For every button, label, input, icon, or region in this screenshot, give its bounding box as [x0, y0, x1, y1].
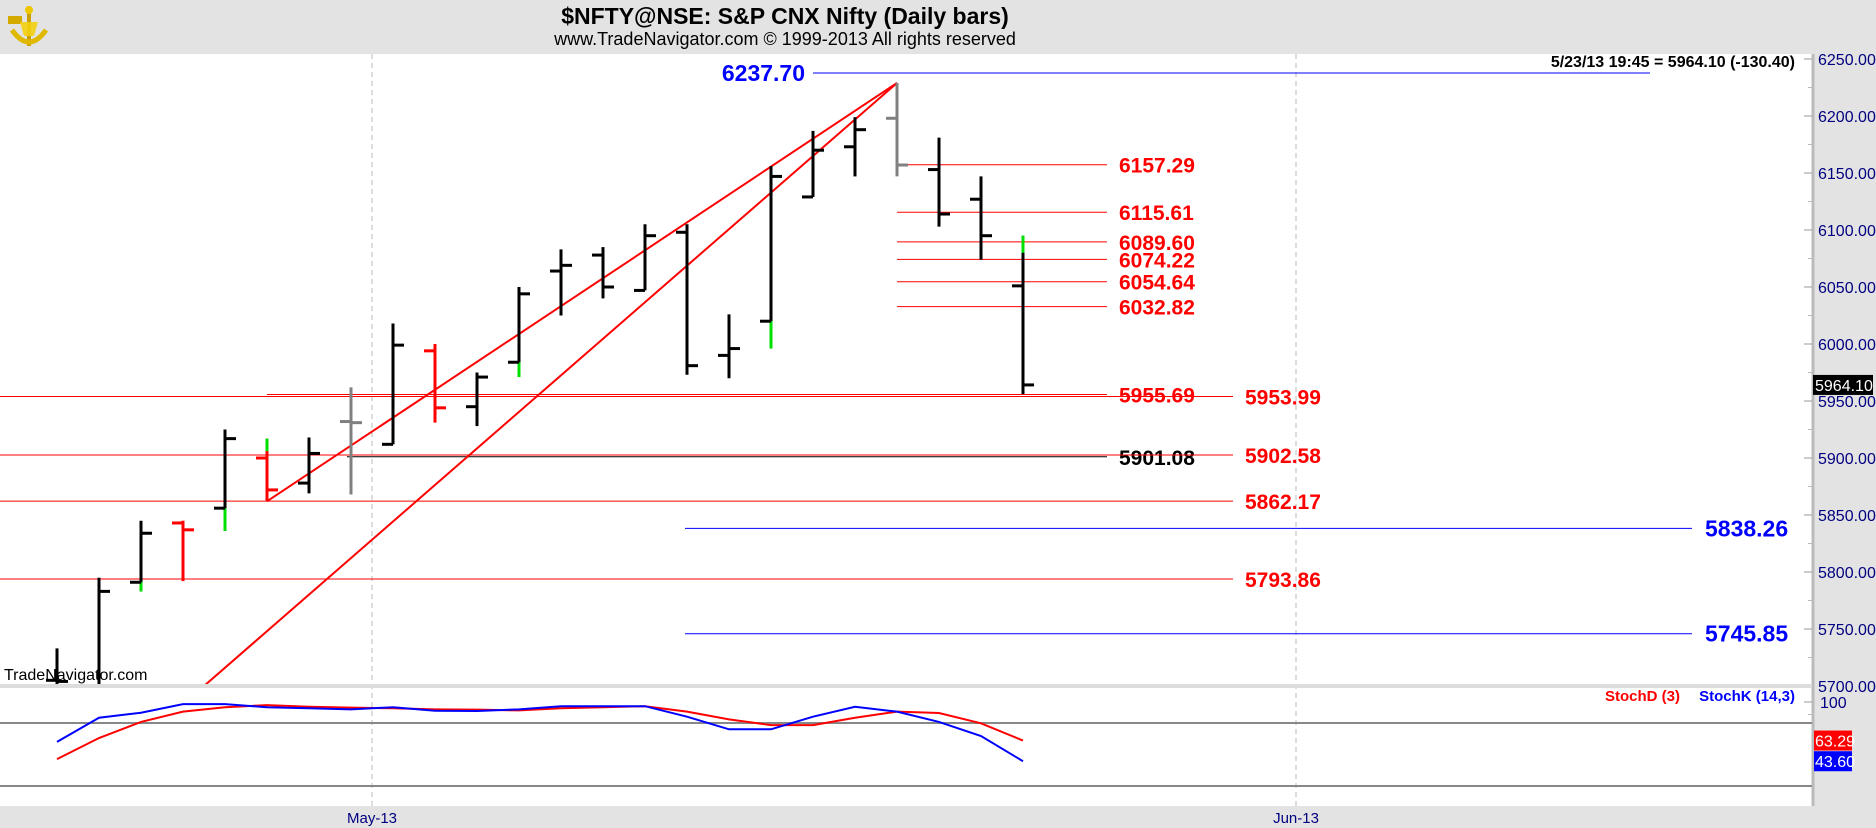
trendline — [203, 82, 898, 687]
y-tick-label: 5700.00 — [1818, 679, 1876, 696]
y-tick-label: 6000.00 — [1818, 337, 1876, 354]
level-label: 5901.08 — [1119, 447, 1195, 470]
chart-header: $NFTY@NSE: S&P CNX Nifty (Daily bars) ww… — [0, 0, 1876, 54]
level-label: 6074.22 — [1119, 249, 1195, 272]
legend-stochd: StochD (3) — [1605, 688, 1680, 705]
chart-title: $NFTY@NSE: S&P CNX Nifty (Daily bars) — [561, 3, 1009, 29]
legend-stochk: StochK (14,3) — [1699, 688, 1795, 705]
level-label: 5838.26 — [1705, 515, 1788, 541]
last-price-badge — [1813, 374, 1873, 395]
last-price-badge-text: 5964.10 — [1815, 378, 1873, 395]
level-label: 6054.64 — [1119, 272, 1195, 295]
y-tick-label: 5800.00 — [1818, 565, 1876, 582]
stoch-value-badge — [1814, 730, 1852, 751]
stoch-series-line — [56, 704, 1024, 761]
level-label: 6157.29 — [1119, 155, 1195, 178]
level-label: 5953.99 — [1245, 386, 1321, 409]
x-tick-label: Jun-13 — [1273, 810, 1319, 827]
sextant-anchor-logo-icon — [8, 6, 49, 46]
y-tick-label: 6150.00 — [1818, 166, 1876, 183]
level-label: 5745.85 — [1705, 621, 1788, 647]
level-label: 5862.17 — [1245, 491, 1321, 514]
y-tick-label: 5750.00 — [1818, 622, 1876, 639]
stoch-value-badge-text: 43.60 — [1815, 754, 1855, 771]
y-tick-label: 5900.00 — [1818, 451, 1876, 468]
level-label: 5902.58 — [1245, 445, 1321, 468]
y-tick-label: 5850.00 — [1818, 508, 1876, 525]
level-label: 6089.60 — [1119, 232, 1195, 255]
level-label: 5793.86 — [1245, 569, 1321, 592]
stoch-y-tick-label: 100 — [1820, 695, 1847, 712]
trendline — [266, 82, 898, 503]
y-tick-label: 6250.00 — [1818, 52, 1876, 69]
stoch-value-badge-text: 63.29 — [1815, 734, 1855, 751]
level-label: 6237.70 — [722, 60, 805, 86]
y-tick-label: 6050.00 — [1818, 280, 1876, 297]
price-readout: 5/23/13 19:45 = 5964.10 (-130.40) — [1551, 54, 1795, 71]
level-label: 6115.61 — [1119, 202, 1194, 225]
stoch-value-badge — [1814, 751, 1852, 772]
x-tick-label: May-13 — [347, 810, 397, 827]
pane-separator — [0, 684, 1812, 688]
chart-subtitle: www.TradeNavigator.com © 1999-2013 All r… — [554, 29, 1016, 49]
price-pane — [0, 54, 1812, 684]
y-tick-label: 6200.00 — [1818, 109, 1876, 126]
y-tick-label: 6100.00 — [1818, 223, 1876, 240]
y-tick-label: 5950.00 — [1818, 394, 1876, 411]
level-label: 6032.82 — [1119, 297, 1195, 320]
watermark: TradeNavigator.com — [4, 667, 147, 684]
stoch-series-line — [56, 703, 1024, 763]
